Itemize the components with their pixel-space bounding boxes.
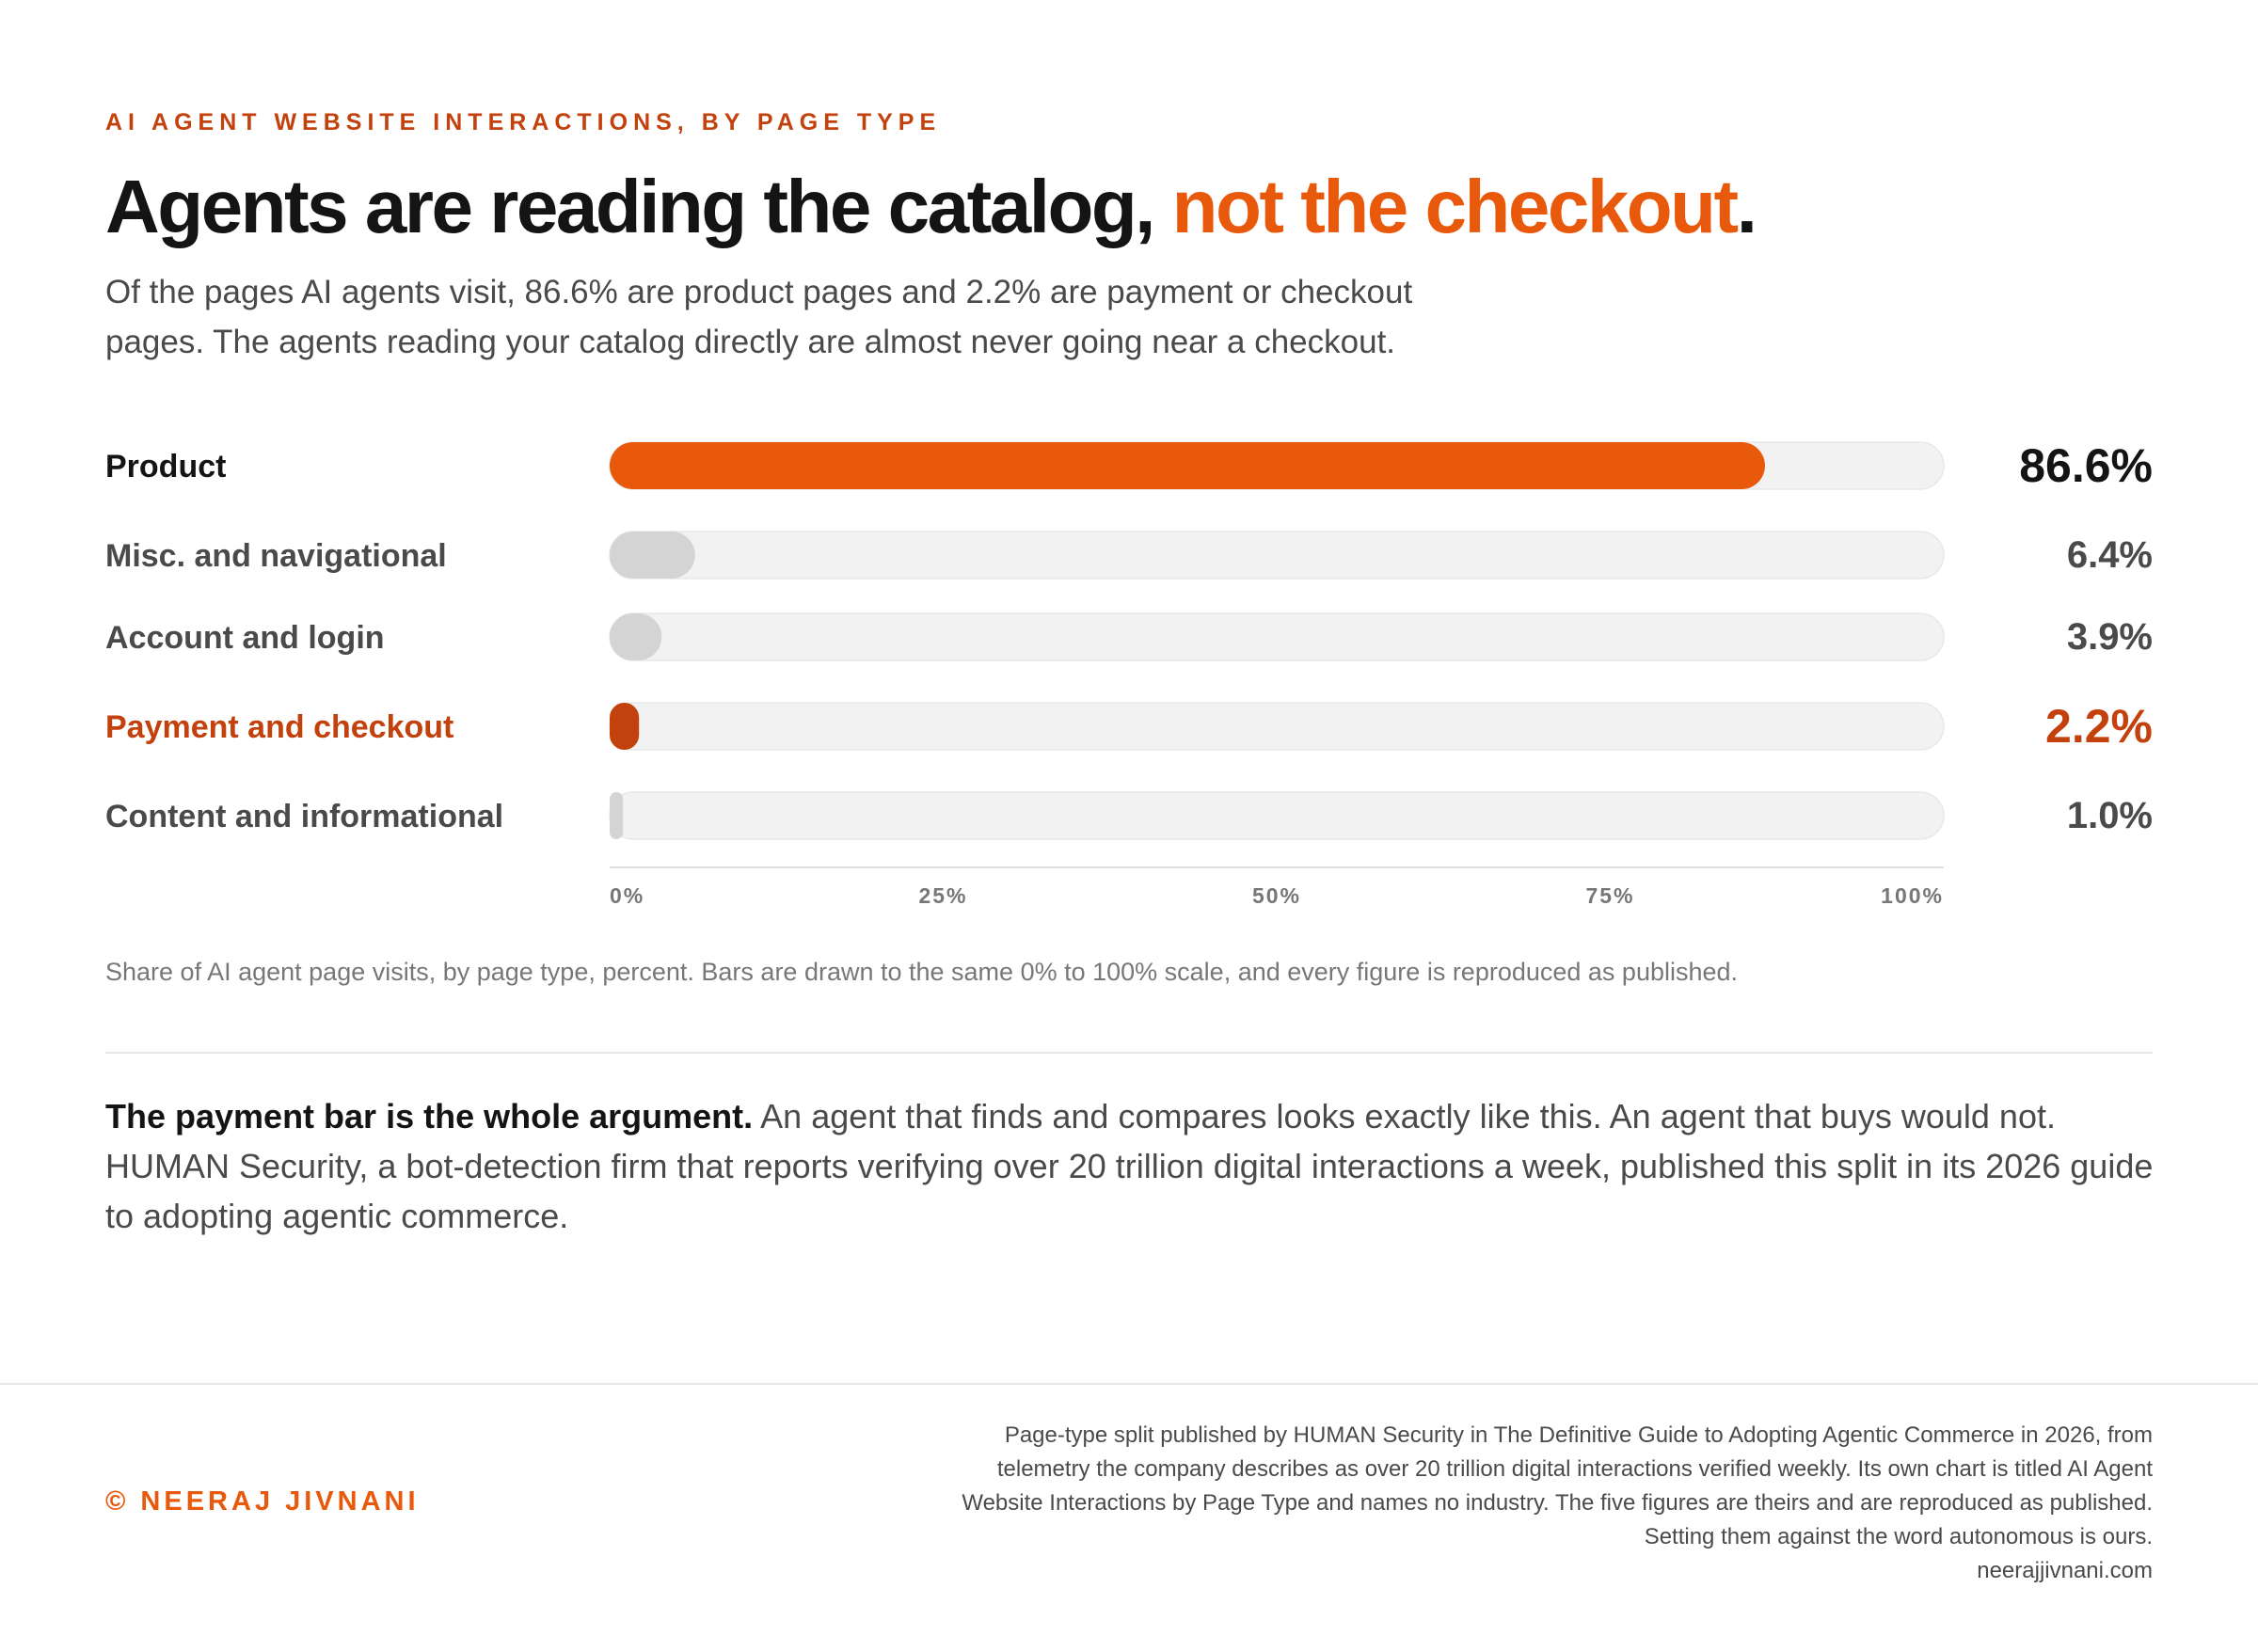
bar [610, 532, 695, 579]
value-label: 3.9% [2067, 616, 2153, 658]
source-link[interactable]: neerajjivnani.com [1977, 1558, 2153, 1583]
bar-chart: Product 86.6% Misc. and navigational 6.4% Ac… [105, 439, 2153, 908]
headline-main: Agents are reading the catalog, [105, 165, 1172, 248]
headline-end: . [1736, 165, 1757, 248]
bar [610, 703, 640, 750]
argument-body: An agent that finds and compares looks e… [105, 1097, 2154, 1235]
category-label: Product [105, 449, 226, 484]
headline-accent: not the checkout [1171, 165, 1740, 248]
footer-divider [0, 1383, 2258, 1385]
x-tick-label: 0% [610, 883, 644, 908]
source-line: Page-type split published by HUMAN Secur… [1004, 1422, 2153, 1448]
author-credit: © NEERAJ JIVNANI [105, 1486, 420, 1517]
source-line: Website Interactions by Page Type and na… [962, 1490, 2153, 1516]
source-note: Page-type split published by HUMAN Secur… [854, 1419, 2153, 1588]
value-label: 86.6% [2019, 439, 2153, 492]
page-title: Agents are reading the catalog, not the … [105, 160, 1757, 254]
subhead: Of the pages AI agents visit, 86.6% are … [105, 274, 1413, 360]
value-label: 6.4% [2067, 534, 2153, 576]
category-label: Misc. and navigational [105, 538, 447, 574]
source-line: Setting them against the word autonomous… [1644, 1524, 2153, 1549]
section-divider [105, 1052, 2153, 1054]
x-tick-label: 50% [1252, 883, 1301, 908]
bar [610, 613, 662, 660]
bar-track [609, 612, 1945, 661]
bar-track [609, 791, 1945, 840]
category-label: Content and informational [105, 799, 503, 834]
x-tick-label: 25% [918, 883, 967, 908]
x-tick-label: 100% [1881, 883, 1944, 908]
argument-lead: The payment bar is the whole argument. [105, 1097, 754, 1136]
value-label: 2.2% [2045, 700, 2153, 753]
value-label: 1.0% [2067, 795, 2153, 836]
chart-kicker: AI AGENT WEBSITE INTERACTIONS, BY PAGE T… [105, 109, 942, 135]
x-tick-label: 75% [1585, 883, 1634, 908]
argument-paragraph: The payment bar is the whole argument. A… [105, 1091, 2156, 1241]
bar-track [609, 702, 1945, 751]
bar [610, 792, 624, 839]
bar-track [609, 531, 1945, 580]
category-label: Payment and checkout [105, 709, 453, 745]
category-label: Account and login [105, 620, 385, 656]
chart-note: Share of AI agent page visits, by page t… [105, 958, 1739, 986]
source-line: telemetry the company describes as over … [996, 1456, 2153, 1482]
bar [610, 442, 1765, 489]
